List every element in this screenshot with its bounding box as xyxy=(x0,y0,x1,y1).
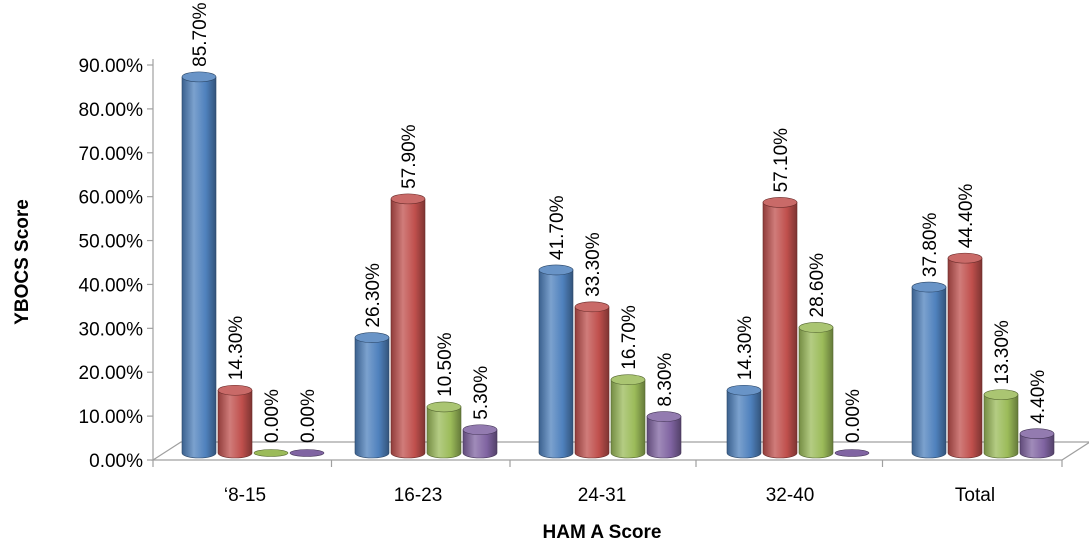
data-label: 57.90% xyxy=(399,124,420,189)
bar-top xyxy=(462,424,498,436)
bar-top xyxy=(354,332,390,343)
bar-top xyxy=(911,281,947,293)
bar-top xyxy=(798,322,834,333)
data-labels: 85.70% 14.30% 0.00% 0.00% 26.30% 57.90% 10.50%… xyxy=(190,2,1049,443)
bar-body xyxy=(798,327,834,459)
bar xyxy=(354,332,390,459)
y-tick-label: 90.00% xyxy=(79,56,144,77)
x-axis: ‘8-15 16-23 24-31 32-40 Total xyxy=(152,460,1063,506)
bar-body xyxy=(390,198,426,459)
bar xyxy=(574,301,610,459)
bar-body xyxy=(426,406,462,459)
data-label: 10.50% xyxy=(435,332,456,397)
bar-disc xyxy=(289,449,325,457)
bar-disc xyxy=(834,449,870,457)
data-label: 33.30% xyxy=(583,232,604,297)
data-label: 57.10% xyxy=(771,128,792,193)
bar xyxy=(610,374,646,459)
bar xyxy=(726,384,762,459)
bar-body xyxy=(462,429,498,459)
x-tick-label: 24-31 xyxy=(578,485,627,506)
bar xyxy=(983,389,1019,459)
y-tick-label: 50.00% xyxy=(79,232,144,253)
y-tick-label: 60.00% xyxy=(79,188,144,209)
bar-body xyxy=(217,389,253,459)
bar-body xyxy=(911,286,947,459)
bar-body xyxy=(610,379,646,459)
bar-body xyxy=(726,389,762,459)
bar-body xyxy=(983,394,1019,459)
bar-top xyxy=(983,389,1019,400)
bar xyxy=(217,384,253,459)
x-tick-label: 16-23 xyxy=(394,485,443,506)
bar xyxy=(538,264,574,459)
bar-disc xyxy=(253,449,289,457)
bar-top xyxy=(726,384,762,396)
bar-body xyxy=(574,306,610,459)
y-axis-title: YBOCS Score xyxy=(12,199,33,325)
y-tick-label: 40.00% xyxy=(79,275,144,296)
bar-top xyxy=(390,193,426,205)
bar-top xyxy=(181,71,217,83)
bar xyxy=(462,424,498,459)
y-tick-label: 70.00% xyxy=(79,144,144,165)
bar-top xyxy=(610,374,646,386)
bar xyxy=(798,322,834,459)
bar xyxy=(762,197,798,459)
data-label: 26.30% xyxy=(363,263,384,328)
data-label: 0.00% xyxy=(298,389,319,443)
y-tick-label: 20.00% xyxy=(79,363,144,384)
bar-top xyxy=(762,197,798,208)
bar xyxy=(426,401,462,459)
bar-top xyxy=(646,411,682,422)
data-label: 28.60% xyxy=(807,253,828,318)
y-tick-label: 0.00% xyxy=(89,451,143,472)
data-label: 41.70% xyxy=(547,195,568,260)
bar-top xyxy=(947,252,983,264)
bar xyxy=(1019,428,1055,459)
data-label: 37.80% xyxy=(920,213,941,278)
bar xyxy=(646,411,682,459)
bar-top xyxy=(1019,428,1055,439)
bar-body xyxy=(181,76,217,459)
x-tick-label: Total xyxy=(955,485,995,506)
bar xyxy=(253,449,289,457)
data-label: 13.30% xyxy=(992,320,1013,385)
bar-top xyxy=(426,401,462,413)
x-tick-label: ‘8-15 xyxy=(224,485,266,506)
data-label: 16.70% xyxy=(619,305,640,370)
bar xyxy=(181,71,217,459)
bar xyxy=(289,449,325,457)
bar-body xyxy=(538,269,574,459)
bar xyxy=(390,193,426,459)
data-label: 8.30% xyxy=(655,353,676,407)
data-label: 44.40% xyxy=(956,184,977,249)
y-tick-label: 30.00% xyxy=(79,319,144,340)
bar-series xyxy=(181,71,1055,459)
x-tick-label: 32-40 xyxy=(766,485,815,506)
bar xyxy=(947,252,983,459)
bar-top xyxy=(574,301,610,313)
bar-body xyxy=(762,202,798,459)
bar-body xyxy=(947,257,983,459)
x-axis-title: HAM A Score xyxy=(543,522,662,543)
data-label: 5.30% xyxy=(471,366,492,420)
y-tick-label: 10.00% xyxy=(79,407,144,428)
bar-body xyxy=(354,337,390,459)
y-axis: 0.00% 10.00% 20.00% 30.00% 40.00% 50.00% 60.00… xyxy=(79,56,154,472)
data-label: 4.40% xyxy=(1028,370,1049,424)
bar-body xyxy=(1019,433,1055,459)
data-label: 85.70% xyxy=(190,2,211,67)
data-label: 14.30% xyxy=(226,316,247,381)
data-label: 14.30% xyxy=(735,316,756,381)
bar-body xyxy=(646,416,682,459)
bar xyxy=(911,281,947,459)
data-label: 0.00% xyxy=(262,389,283,443)
bar-top xyxy=(217,384,253,396)
bar xyxy=(834,449,870,457)
y-tick-label: 80.00% xyxy=(79,100,144,121)
bar-top xyxy=(538,264,574,276)
data-label: 0.00% xyxy=(843,389,864,443)
